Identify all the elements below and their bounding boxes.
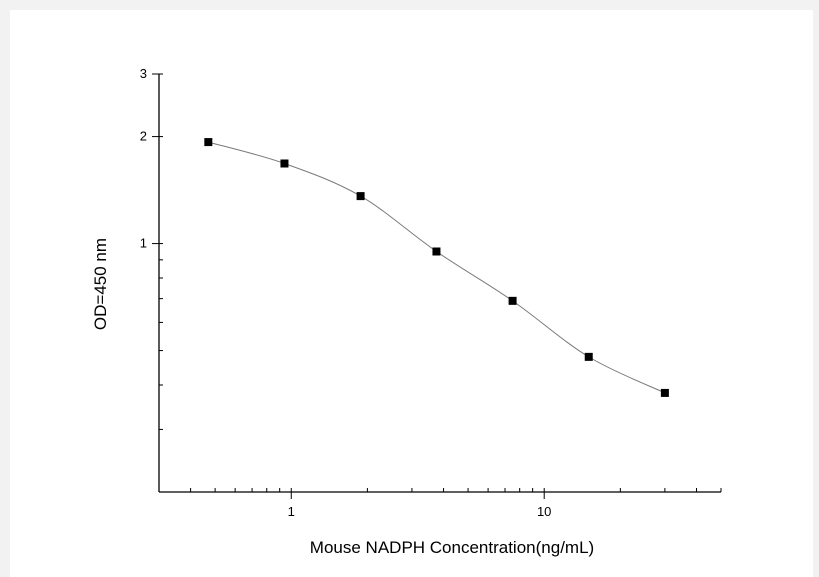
chart: 1 2 3 1 10 Mouse NADPH Concentration(ng/mL)… [10, 10, 813, 577]
data-point [432, 247, 440, 255]
data-point [357, 192, 365, 200]
data-point [280, 159, 288, 167]
data-point [661, 389, 669, 397]
y-axis-title: OD=450 nm [91, 238, 110, 330]
x-tick-label: 10 [537, 504, 551, 519]
chart-panel: 1 2 3 1 10 Mouse NADPH Concentration(ng/mL)… [10, 10, 813, 577]
data-point [509, 297, 517, 305]
x-axis-title: Mouse NADPH Concentration(ng/mL) [310, 538, 594, 557]
y-tick-label: 2 [140, 129, 147, 144]
data-point [204, 138, 212, 146]
data-points [204, 138, 669, 397]
data-point [585, 353, 593, 361]
y-tick-label: 3 [140, 66, 147, 81]
axes [159, 74, 721, 492]
x-tick-label: 1 [288, 504, 295, 519]
fit-curve [208, 142, 665, 393]
y-tick-label: 1 [140, 236, 147, 251]
